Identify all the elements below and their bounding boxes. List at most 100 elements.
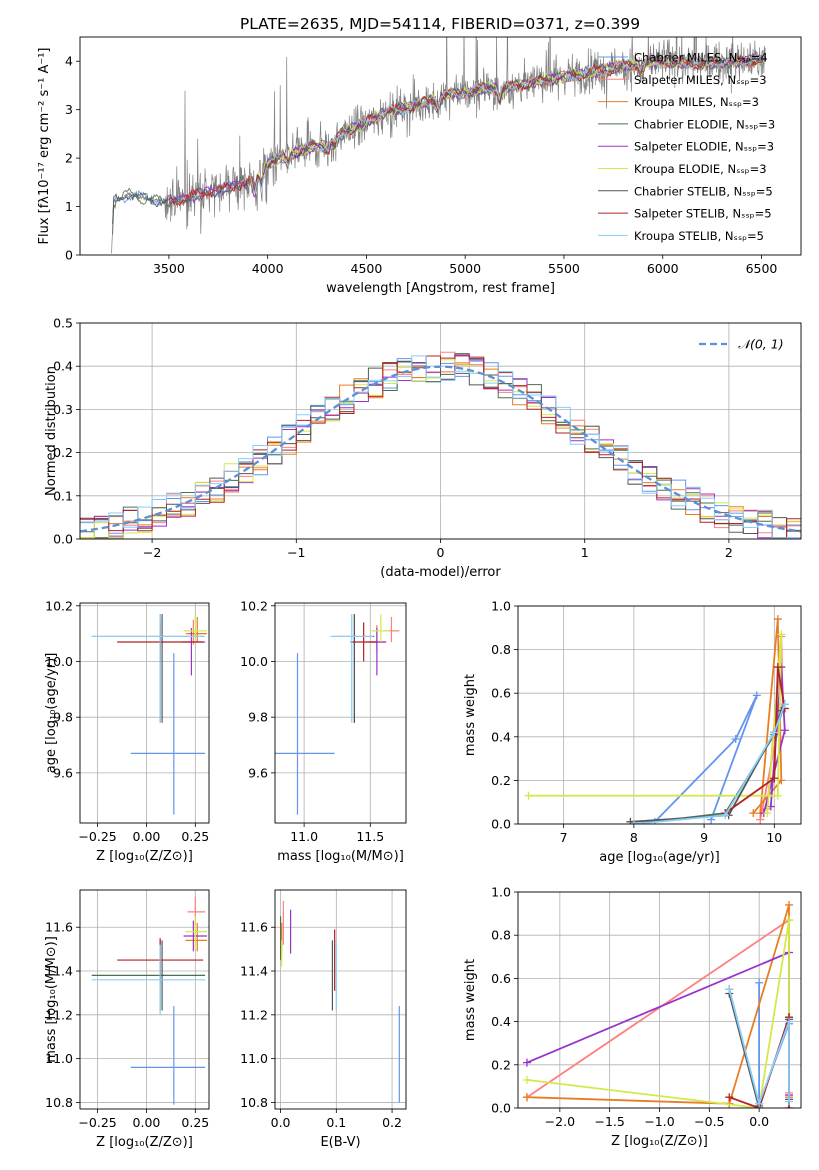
spectrum-legend: Chabrier MILES, Nₛₛₚ=4 Salpeter MILES, Nₛ… (598, 51, 775, 243)
x-axis-label: E(B-V) (320, 1135, 360, 1150)
x-tick-label: 5500 (548, 261, 580, 276)
x-tick-label: 0.0 (749, 1114, 769, 1129)
y-tick-label: 4 (65, 54, 73, 69)
x-tick-label: 4000 (252, 261, 284, 276)
x-tick-label: 1 (581, 545, 589, 560)
weight-line-kroupa-stelib (633, 703, 786, 824)
weight-marker (522, 1093, 531, 1102)
y-tick-label: 11.0 (45, 1051, 73, 1066)
plot-area (524, 615, 789, 824)
errorbar-chabrier-miles (130, 653, 206, 815)
x-tick-label: 10 (766, 830, 782, 845)
weight-marker (629, 820, 638, 824)
gridlines (275, 603, 406, 823)
plot-area (91, 614, 208, 815)
weight-marker (626, 817, 635, 824)
x-axis-label: Z [log₁₀(Z/Z⊙)] (96, 849, 193, 864)
weight-marker (522, 1075, 531, 1084)
errorbar-kroupa-stelib (330, 614, 373, 723)
y-tick-label: 10.2 (45, 598, 73, 613)
weight-marker (522, 1058, 531, 1067)
legend-entry: Chabrier STELIB, Nₛₛₚ=5 (634, 184, 773, 198)
x-tick-label: 0.2 (382, 1115, 402, 1130)
y-tick-label: 0.0 (53, 532, 73, 547)
y-tick-label: 10.0 (240, 654, 268, 669)
y-tick-label: 0.3 (53, 402, 73, 417)
x-tick-label: −2.0 (545, 1114, 575, 1129)
x-tick-label: 0.0 (271, 1115, 291, 1130)
y-tick-label: 11.2 (45, 1007, 73, 1022)
weight-marker (721, 811, 730, 820)
weight-marker (773, 663, 782, 672)
x-tick-label: 0.1 (326, 1115, 346, 1130)
y-tick-label: 1.0 (491, 599, 511, 614)
plot-area (111, 37, 766, 254)
weight-marker (770, 774, 779, 783)
weight-marker (752, 691, 761, 700)
y-tick-label: 9.8 (248, 710, 268, 725)
y-tick-label: 0.8 (491, 642, 511, 657)
y-tick-label: 0.1 (53, 488, 73, 503)
x-axis-label: wavelength [Angstrom, rest frame] (326, 281, 555, 296)
panel-age-vs-Z: −0.25 0.00 0.25 9.6 9.8 10.0 10.2 Z [log₁₀(Z/Z⊙… (44, 598, 210, 864)
errorbar-kroupa-stelib (91, 614, 206, 723)
weight-marker (785, 1017, 794, 1026)
x-tick-label: −1.0 (644, 1114, 674, 1129)
y-tick-label: 9.6 (53, 765, 73, 780)
x-tick-label: −0.25 (78, 1115, 116, 1130)
x-axis-label: age [log₁₀(age/yr)] (599, 850, 720, 865)
x-axis-label: Z [log₁₀(Z/Z⊙)] (96, 1135, 193, 1150)
weight-marker (524, 791, 533, 800)
errorbar-salpeter-miles (383, 616, 400, 642)
axes-frame (517, 891, 802, 1109)
errorbar-chabrier-miles (275, 653, 335, 815)
errorbar-kroupa-miles (187, 616, 208, 642)
x-tick-label: 8 (630, 830, 638, 845)
y-tick-label: 1.0 (491, 885, 511, 900)
errorbar-kroupa-elodie (371, 614, 391, 642)
x-axis-label: (data-model)/error (380, 565, 501, 580)
plot-area (91, 896, 208, 1105)
panel-mass-vs-Z: −0.25 0.00 0.25 10.8 11.0 11.2 11.4 11.6 Z [log₁… (44, 889, 210, 1150)
errorbar-chabrier-stelib (160, 940, 165, 1011)
panel-mass-vs-EBV: 0.0 0.1 0.2 10.8 11.0 11.2 11.4 11.6 E(B-V) (240, 889, 407, 1150)
y-axis-label: mass weight (463, 674, 478, 756)
axes-frame (79, 36, 802, 256)
y-tick-label: 10.8 (240, 1095, 268, 1110)
residuals-legend: 𝒩(0, 1) (699, 337, 784, 352)
weight-marker (785, 900, 794, 909)
y-tick-label: 11.0 (240, 1051, 268, 1066)
errorbar-kroupa-elodie (183, 614, 208, 642)
y-tick-label: 10.0 (45, 654, 73, 669)
weight-marker (731, 734, 740, 743)
weight-marker (770, 728, 779, 737)
errorbar-salpeter-stelib (350, 622, 377, 662)
weight-marker (773, 791, 782, 800)
y-tick-label: 0.2 (491, 773, 511, 788)
gridlines (275, 890, 406, 1109)
legend-entry: Kroupa ELODIE, Nₛₛₚ=3 (634, 162, 767, 176)
y-tick-label: 0.6 (491, 686, 511, 701)
y-tick-label: 0.0 (491, 1101, 511, 1116)
y-tick-label: 11.6 (240, 920, 268, 935)
legend-entry: Chabrier MILES, Nₛₛₚ=4 (634, 51, 768, 65)
weight-marker (773, 615, 782, 624)
y-tick-label: 11.2 (240, 1007, 268, 1022)
y-axis-label: mass [log₁₀(M/M⊙)] (44, 936, 59, 1063)
weight-marker (755, 978, 764, 987)
histogram-kroupa-stelib (80, 355, 801, 539)
axes-frame (79, 602, 210, 824)
legend-entry: Salpeter MILES, Nₛₛₚ=3 (634, 73, 767, 87)
x-tick-label: 6000 (647, 261, 679, 276)
x-tick-label: −1 (287, 545, 305, 560)
y-tick-label: 0.2 (491, 1057, 511, 1072)
histogram-salpeter-stelib (80, 355, 801, 539)
gridlines (518, 605, 801, 825)
x-tick-label: 7 (560, 830, 568, 845)
y-tick-label: 3 (65, 102, 73, 117)
plot-area (522, 900, 794, 1108)
weight-marker (785, 916, 794, 925)
y-axis-label: mass weight (463, 959, 478, 1041)
errorbar-chabrier-elodie (333, 614, 375, 723)
model-line-kroupa-stelib (247, 52, 766, 195)
